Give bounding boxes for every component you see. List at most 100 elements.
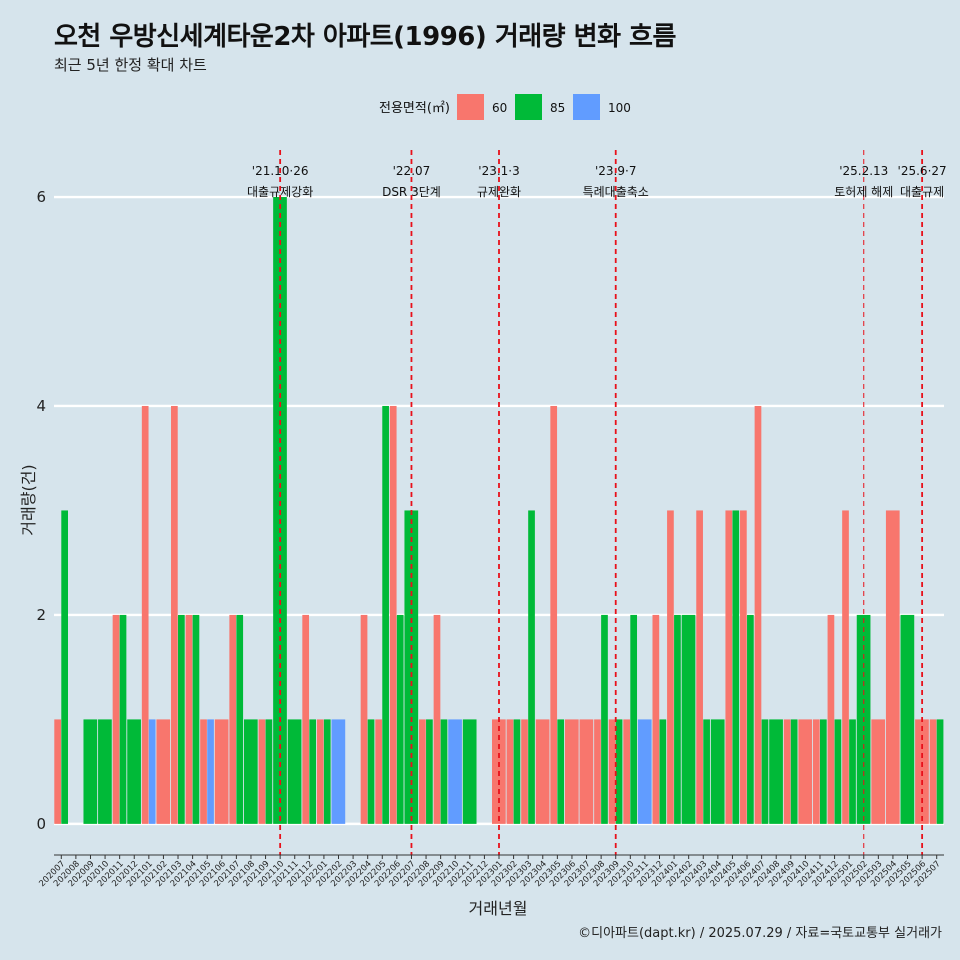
bar-85-202412 — [834, 719, 842, 824]
bar-85-202108 — [243, 719, 258, 824]
legend: 전용면적(㎡) 60 85 100 — [379, 94, 631, 120]
bar-60-202409 — [783, 719, 791, 824]
annotation-label: 토허제 해제 — [834, 185, 893, 199]
bar-85-202507 — [936, 719, 944, 824]
chart-caption: ©디아파트(dapt.kr) / 2025.07.29 / 자료=국토교통부 실… — [578, 926, 942, 941]
annotation-label: DSR 3단계 — [382, 185, 441, 199]
bar-60-202405 — [725, 510, 733, 824]
bar-85-202104 — [192, 614, 200, 824]
legend-swatch-60 — [457, 94, 484, 120]
bar-85-202402 — [681, 614, 696, 824]
annotation-date: '23.1·3 — [478, 164, 519, 178]
bar-60-202507 — [929, 719, 937, 824]
bar-60-202308 — [594, 719, 601, 824]
annotation-date: '21.10·26 — [252, 164, 309, 178]
bar-60-202501 — [842, 510, 849, 824]
bar-60-202208 — [419, 719, 426, 824]
y-tick-label: 0 — [36, 815, 46, 833]
bar-60-202303 — [521, 719, 528, 824]
annotation-label: 대출규제강화 — [247, 185, 313, 199]
bar-60-202401 — [667, 510, 674, 824]
annotation-date: '23.9·7 — [595, 164, 636, 178]
bar-60-202310 — [623, 719, 631, 824]
chart-subtitle: 최근 5년 한정 확대 차트 — [54, 56, 207, 74]
bar-60-202201 — [316, 719, 324, 824]
bar-100-202202 — [331, 719, 346, 824]
bar-100-202210 — [448, 719, 462, 824]
y-tick-label: 2 — [36, 606, 46, 624]
bar-60-202101 — [141, 405, 149, 824]
legend-label: 85 — [550, 101, 565, 115]
bar-85-202407 — [761, 719, 769, 824]
bar-85-202309 — [615, 719, 623, 824]
bar-85-202403 — [703, 719, 710, 824]
bar-85-202501 — [849, 719, 856, 824]
bar-60-202411 — [812, 719, 820, 824]
bar-85-202112 — [309, 719, 317, 824]
bar-60-202307 — [579, 719, 594, 824]
bar-60-202302 — [506, 719, 514, 824]
bar-60-202107 — [229, 614, 237, 824]
bar-60-202106 — [214, 719, 229, 824]
bar-85-202411 — [819, 719, 827, 824]
bar-100-202105 — [207, 719, 214, 824]
bar-85-202303 — [528, 510, 535, 824]
bar-60-202205 — [375, 719, 382, 824]
bar-60-202206 — [389, 405, 397, 824]
bar-60-202406 — [740, 510, 747, 824]
annotation-label: 특례대출축소 — [583, 185, 649, 199]
bar-60-202103 — [171, 405, 178, 824]
annotation-date: '25.6·27 — [898, 164, 947, 178]
legend-title: 전용면적(㎡) — [379, 101, 450, 116]
bar-85-202107 — [236, 614, 244, 824]
bar-60-202410 — [798, 719, 813, 824]
y-tick-label: 6 — [36, 188, 46, 206]
bar-60-202109 — [258, 719, 266, 824]
bar-85-202405 — [732, 510, 740, 824]
bar-60-202112 — [302, 614, 310, 824]
bar-60-202007 — [54, 719, 61, 824]
bar-85-202208 — [426, 719, 433, 824]
bar-85-202010 — [98, 719, 112, 824]
bar-85-202211 — [462, 719, 477, 824]
chart-title: 오천 우방신세계타운2차 아파트(1996) 거래량 변화 흐름 — [54, 22, 676, 52]
y-axis: 0 2 4 6 — [36, 188, 46, 833]
bar-85-202302 — [513, 719, 521, 824]
bar-85-202406 — [747, 614, 754, 824]
bar-85-202209 — [440, 719, 448, 824]
annotation-date: '25.2.13 — [839, 164, 888, 178]
bar-85-202409 — [790, 719, 798, 824]
legend-label: 60 — [492, 101, 507, 115]
bar-60-202309 — [608, 719, 616, 824]
legend-label: 100 — [608, 101, 631, 115]
bar-85-202009 — [83, 719, 98, 824]
bar-100-202101 — [148, 719, 156, 824]
bar-85-202308 — [601, 614, 608, 824]
annotation-label: 대출규제 — [900, 185, 944, 199]
bar-85-202011 — [119, 614, 127, 824]
annotation-label: 규제완화 — [477, 185, 521, 199]
bar-85-202103 — [178, 614, 185, 824]
legend-swatch-100 — [573, 94, 600, 120]
bar-85-202201 — [323, 719, 331, 824]
bar-60-202209 — [433, 614, 441, 824]
bar-60-202011 — [112, 614, 120, 824]
bar-60-202204 — [360, 614, 368, 824]
bar-85-202312 — [659, 719, 667, 824]
bar-85-202404 — [710, 719, 725, 824]
bar-60-202312 — [652, 614, 660, 824]
y-axis-title: 거래량(건) — [19, 464, 38, 535]
bar-85-202408 — [769, 719, 783, 824]
x-axis-title: 거래년월 — [469, 899, 528, 918]
bar-60-202503 — [871, 719, 886, 824]
bar-85-202206 — [396, 614, 404, 824]
annotations: '21.10·26 대출규제강화 '22.07 DSR 3단계 '23.1·3 규제완화 '… — [247, 150, 947, 855]
bar-60-202105 — [200, 719, 207, 824]
bar-60-202305 — [550, 405, 558, 824]
bar-85-202111 — [287, 719, 302, 824]
bar-60-202412 — [827, 614, 835, 824]
bar-85-202204 — [367, 719, 375, 824]
bar-85-202505 — [900, 614, 915, 824]
bar-60-202407 — [754, 405, 762, 824]
